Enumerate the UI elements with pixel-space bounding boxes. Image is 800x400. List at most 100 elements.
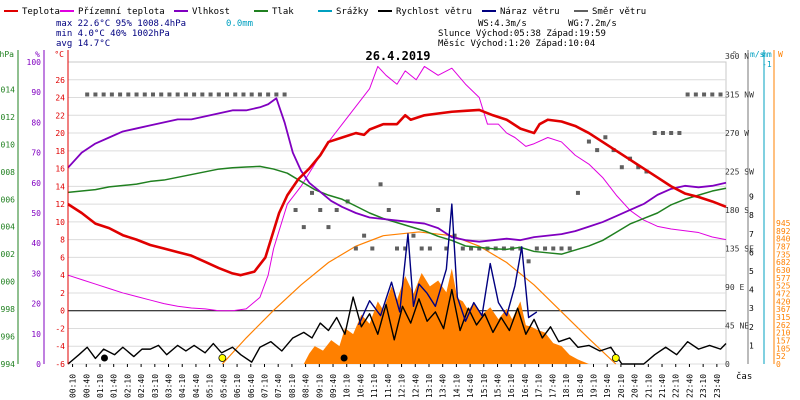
legend-item: Přízemní teplota bbox=[60, 7, 165, 17]
solar-tick-label: 892 bbox=[776, 227, 791, 236]
wind-direction-point bbox=[192, 92, 197, 97]
legend-item: Vlhkost bbox=[174, 7, 230, 17]
x-tick-label: 01:10 bbox=[96, 374, 105, 398]
wind-direction-point bbox=[452, 233, 457, 238]
wind-direction-point bbox=[567, 246, 572, 251]
x-tick-label: 04:10 bbox=[178, 374, 187, 398]
wind-direction-point bbox=[702, 92, 707, 97]
pressure-line bbox=[67, 165, 727, 255]
wind-tick-label: 6 bbox=[749, 248, 754, 257]
direction-tick-label: 360 N bbox=[725, 52, 749, 61]
wind-tick-label: 5 bbox=[749, 267, 754, 276]
legend-label: Tlak bbox=[272, 7, 294, 17]
x-tick-label: 02:40 bbox=[137, 374, 146, 398]
humidity-tick-label: 50 bbox=[31, 209, 41, 218]
wind-direction-point bbox=[159, 92, 164, 97]
solar-tick-label: 367 bbox=[776, 305, 791, 314]
humidity-line bbox=[67, 97, 727, 243]
x-tick-label: 05:40 bbox=[219, 374, 228, 398]
x-tick-label: 13:40 bbox=[439, 374, 448, 398]
x-tick-label: 08:40 bbox=[302, 374, 311, 398]
legend-label: Srážky bbox=[336, 7, 369, 17]
x-tick-label: 15:10 bbox=[480, 374, 489, 398]
wind-direction-point bbox=[225, 92, 230, 97]
x-axis-label: čas bbox=[736, 371, 752, 382]
solar-axis-unit: W bbox=[778, 50, 783, 59]
legend-label: Přízemní teplota bbox=[78, 7, 165, 17]
rain-tick-label: -1 bbox=[762, 60, 772, 69]
wind-direction-point bbox=[669, 130, 674, 135]
wind-direction-point bbox=[183, 92, 188, 97]
wind-axis-unit: m/s bbox=[750, 50, 765, 59]
chart-title: 26.4.2019 bbox=[365, 49, 430, 63]
x-tick-label: 08:10 bbox=[288, 374, 297, 398]
x-tick-label: 12:40 bbox=[411, 374, 420, 398]
wind-direction-point bbox=[142, 92, 147, 97]
stats-min: min 4.0°C 40% 1002hPa bbox=[56, 29, 170, 39]
solar-tick-label: 262 bbox=[776, 321, 791, 330]
wind-tick-label: 9 bbox=[749, 193, 754, 202]
legend-item: Směr větru bbox=[574, 7, 646, 17]
humidity-tick-label: 100 bbox=[27, 58, 42, 67]
x-tick-label: 20:10 bbox=[617, 374, 626, 398]
solar-tick-label: 157 bbox=[776, 337, 791, 346]
wind-direction-point bbox=[386, 207, 391, 212]
wind-direction-point bbox=[93, 92, 98, 97]
wind-direction-point bbox=[318, 207, 323, 212]
direction-tick-label: 45 NE bbox=[725, 321, 749, 330]
humidity-tick-label: 60 bbox=[31, 179, 41, 188]
x-tick-label: 22:40 bbox=[685, 374, 694, 398]
legend-item: Náraz větru bbox=[482, 7, 560, 17]
moonrise-marker bbox=[100, 354, 108, 362]
humidity-tick-label: 80 bbox=[31, 118, 41, 127]
temperature-tick-label: 0 bbox=[60, 307, 65, 316]
temperature-line bbox=[67, 108, 727, 277]
wind-direction-point bbox=[403, 246, 408, 251]
stats-max: max 22.6°C 95% 1008.4hPa bbox=[56, 19, 186, 29]
wind-direction-point bbox=[175, 92, 180, 97]
wind-direction-point bbox=[241, 92, 246, 97]
wind-tick-label: 7 bbox=[749, 230, 754, 239]
direction-tick-label: 315 NW bbox=[725, 90, 754, 99]
temperature-tick-label: 18 bbox=[55, 147, 65, 156]
x-tick-label: 17:10 bbox=[535, 374, 544, 398]
temperature-tick-label: -6 bbox=[55, 360, 65, 369]
wind-direction-point bbox=[685, 92, 690, 97]
wind-direction-point bbox=[293, 207, 298, 212]
legend-label: Rychlost větru bbox=[396, 7, 472, 17]
stats-max-rain: 0.0mm bbox=[226, 19, 253, 29]
wind-direction-point bbox=[378, 182, 383, 187]
x-tick-label: 21:10 bbox=[644, 374, 653, 398]
temperature-tick-label: 24 bbox=[55, 94, 65, 103]
legend: Teplota Přízemní teplota Vlhkost Tlak Srážky… bbox=[4, 7, 646, 17]
wind-direction-point bbox=[419, 246, 424, 251]
solar-tick-label: 735 bbox=[776, 250, 791, 259]
wind-direction-point bbox=[559, 246, 564, 251]
temperature-axis-unit: °C bbox=[54, 50, 64, 59]
humidity-tick-label: 40 bbox=[31, 239, 41, 248]
x-tick-label: 03:10 bbox=[151, 374, 160, 398]
wind-tick-label: 1 bbox=[749, 341, 754, 350]
wind-direction-point bbox=[118, 92, 123, 97]
x-tick-label: 21:40 bbox=[658, 374, 667, 398]
wind-direction-point bbox=[334, 207, 339, 212]
wind-direction-point bbox=[575, 190, 580, 195]
wind-direction-point bbox=[326, 225, 331, 230]
wind-direction-point bbox=[101, 92, 106, 97]
wind-direction-point bbox=[310, 190, 315, 195]
legend-label: Vlhkost bbox=[192, 7, 230, 17]
legend-item: Teplota bbox=[4, 7, 60, 17]
wind-direction-point bbox=[469, 246, 474, 251]
x-tick-label: 10:40 bbox=[356, 374, 365, 398]
legend-item: Tlak bbox=[254, 7, 294, 17]
wind-direction-point bbox=[660, 130, 665, 135]
humidity-tick-label: 0 bbox=[36, 360, 41, 369]
wind-tick-label: 2 bbox=[749, 323, 754, 332]
x-tick-label: 18:40 bbox=[576, 374, 585, 398]
moonset-marker bbox=[340, 354, 348, 362]
wind-direction-point bbox=[619, 165, 624, 170]
wind-direction-point bbox=[677, 130, 682, 135]
x-tick-label: 17:40 bbox=[548, 374, 557, 398]
